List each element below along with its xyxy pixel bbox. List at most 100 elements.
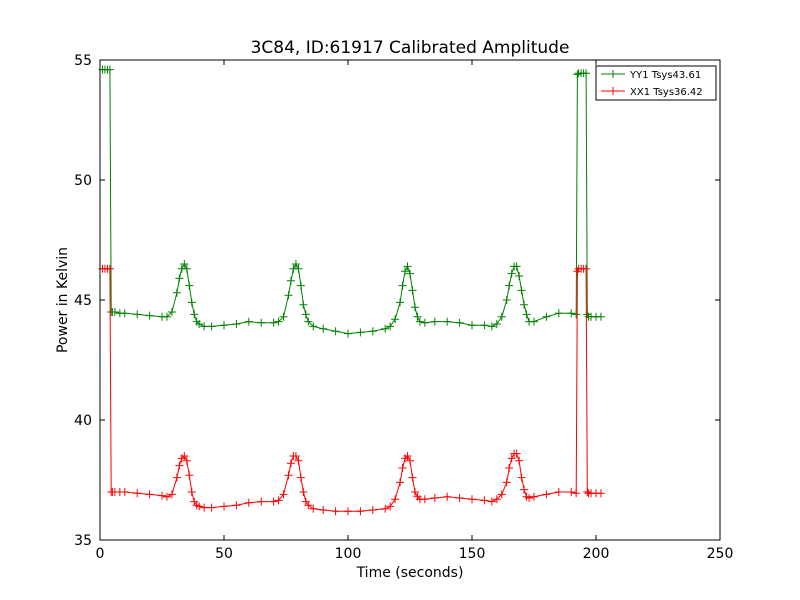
data-point: [220, 321, 228, 330]
data-point: [455, 318, 464, 327]
data-point: [158, 491, 166, 500]
legend-label: YY1 Tsys43.61: [629, 70, 701, 81]
data-point: [110, 308, 119, 316]
data-point: [468, 321, 476, 330]
data-point: [567, 309, 576, 318]
data-point: [304, 317, 313, 326]
y-axis-label: Power in Kelvin: [55, 247, 71, 353]
data-point: [497, 312, 506, 321]
data-point: [517, 473, 526, 482]
data-point: [172, 473, 181, 482]
data-point: [420, 495, 429, 504]
data-point: [381, 504, 390, 513]
data-point: [331, 327, 340, 336]
data-point: [455, 494, 464, 502]
data-point: [391, 315, 400, 324]
data-point: [175, 461, 184, 470]
data-point: [319, 506, 328, 514]
data-point: [120, 309, 129, 318]
data-point: [596, 489, 605, 498]
data-point: [232, 320, 241, 328]
data-point: [182, 264, 191, 273]
data-point: [207, 322, 216, 331]
data-point: [396, 298, 405, 307]
data-point: [502, 296, 511, 304]
series-1: [98, 65, 605, 338]
data-point: [162, 492, 171, 501]
data-point: [220, 502, 228, 511]
data-point: [530, 492, 538, 501]
y-tick-label: 40: [74, 413, 92, 429]
data-point: [522, 310, 531, 319]
data-point: [487, 322, 496, 331]
data-point: [279, 312, 288, 321]
data-point: [356, 328, 365, 337]
data-point: [573, 70, 582, 79]
data-point: [505, 281, 514, 290]
data-point: [187, 488, 196, 496]
y-tick-label: 55: [74, 53, 92, 69]
data-point: [185, 281, 194, 290]
tick-layer: 0 50 100 150 200 250 35 40 45 50 55: [74, 53, 733, 562]
data-point: [319, 324, 328, 333]
data-point: [567, 488, 576, 496]
data-point: [487, 497, 496, 506]
x-tick-label: 100: [335, 546, 362, 562]
data-point: [542, 312, 551, 321]
data-point: [296, 473, 305, 482]
x-tick-label: 50: [215, 546, 233, 562]
data-point: [175, 274, 184, 283]
data-point: [190, 310, 199, 319]
data-point: [145, 311, 154, 320]
legend-entries: YY1 Tsys43.61 XX1 Tsys36.42: [601, 70, 703, 98]
data-point: [386, 322, 395, 331]
data-point: [542, 490, 551, 499]
data-point: [512, 262, 521, 271]
x-tick-label: 150: [459, 546, 486, 562]
data-point: [200, 322, 209, 331]
data-point: [410, 488, 419, 496]
data-point: [596, 312, 605, 321]
series-line: [102, 268, 601, 512]
data-point: [279, 490, 288, 499]
data-point: [356, 507, 365, 516]
data-point: [274, 496, 283, 505]
y-tick-label: 45: [74, 293, 92, 309]
data-point: [309, 322, 318, 331]
data-point: [512, 449, 521, 458]
data-point: [294, 264, 303, 273]
x-tick-label: 250: [707, 546, 734, 562]
data-point: [232, 501, 241, 510]
data-point: [582, 69, 591, 78]
data-point: [583, 488, 592, 496]
data-point: [294, 456, 303, 465]
data-point: [398, 464, 407, 472]
data-point: [520, 485, 529, 494]
data-point: [172, 288, 181, 297]
data-point: [497, 490, 506, 499]
data-point: [182, 456, 191, 465]
data-point: [430, 494, 439, 502]
data-point: [517, 286, 526, 295]
data-point: [408, 286, 417, 295]
y-tick-label: 35: [74, 533, 92, 549]
series-layer: [98, 65, 605, 516]
x-tick-label: 200: [583, 546, 610, 562]
legend: YY1 Tsys43.61 XX1 Tsys36.42: [595, 65, 717, 101]
data-point: [304, 501, 313, 510]
data-point: [180, 260, 189, 268]
data-point: [525, 494, 534, 502]
data-point: [200, 503, 209, 512]
data-point: [554, 488, 563, 496]
data-point: [145, 490, 154, 499]
data-point: [507, 269, 516, 278]
data-point: [415, 317, 424, 326]
data-point: [403, 262, 412, 271]
data-point: [430, 317, 439, 326]
data-point: [406, 456, 414, 465]
data-point: [167, 308, 176, 316]
data-point: [386, 502, 395, 511]
data-point: [185, 471, 194, 480]
data-point: [195, 502, 204, 511]
data-point: [381, 324, 390, 333]
